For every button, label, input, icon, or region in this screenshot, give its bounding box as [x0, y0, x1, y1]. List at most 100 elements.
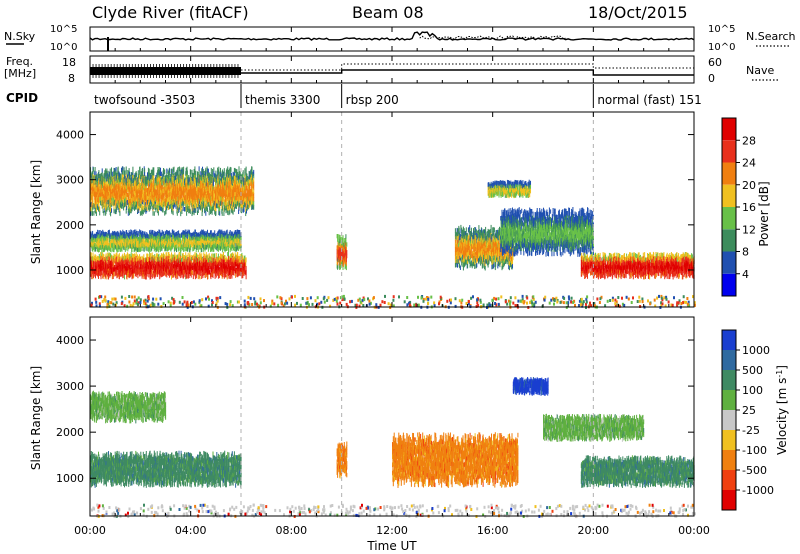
heatmap-cell [166, 272, 168, 278]
heatmap-cell [231, 273, 233, 279]
heatmap-cell [144, 274, 146, 280]
heatmap-cell [101, 252, 103, 257]
heatmap-cell [231, 253, 233, 258]
heatmap-cell [208, 266, 210, 271]
heatmap-cell [172, 258, 174, 263]
heatmap-cell [187, 231, 189, 236]
heatmap-cell [178, 252, 180, 257]
heatmap-cell [139, 211, 141, 216]
heatmap-cell [145, 246, 147, 251]
heatmap-cell [153, 236, 155, 241]
heatmap-cell [203, 266, 205, 272]
heatmap-cell [185, 240, 187, 245]
heatmap-cell [187, 257, 189, 262]
heatmap-cell [241, 252, 243, 258]
heatmap-cell [205, 252, 207, 257]
heatmap-cell [197, 240, 199, 246]
heatmap-cell [96, 271, 98, 276]
heatmap-cell [119, 230, 121, 235]
heatmap-cell [98, 170, 100, 175]
heatmap-cell [107, 234, 109, 239]
heatmap-cell [116, 269, 118, 274]
heatmap-cell [192, 266, 194, 271]
heatmap-cell [235, 262, 237, 267]
heatmap-cell [135, 264, 137, 269]
heatmap-cell [178, 233, 180, 238]
heatmap-cell [97, 232, 99, 238]
cpid-label: CPID [6, 91, 38, 105]
heatmap-cell [111, 208, 113, 213]
heatmap-cell [134, 253, 136, 258]
heatmap-cell [143, 247, 145, 252]
heatmap-cell [119, 272, 121, 277]
heatmap-cell [152, 255, 154, 260]
heatmap-cell [157, 272, 159, 277]
heatmap-cell [107, 238, 109, 243]
heatmap-cell [92, 252, 94, 257]
heatmap-cell [125, 170, 127, 175]
heatmap-cell [95, 211, 97, 216]
heatmap-cell [161, 229, 163, 235]
heatmap-cell [113, 231, 115, 236]
heatmap-cell [151, 269, 153, 275]
heatmap-cell [189, 204, 191, 210]
heatmap-cell [171, 271, 173, 276]
heatmap-cell [109, 234, 111, 240]
heatmap-cell [184, 207, 186, 212]
heatmap-cell [208, 253, 210, 258]
heatmap-cell [190, 245, 192, 251]
heatmap-cell [182, 252, 184, 258]
heatmap-cell [194, 229, 196, 235]
heatmap-cell [160, 171, 162, 177]
heatmap-cell [97, 229, 99, 235]
heatmap-cell [161, 268, 163, 273]
nave-label: Nave [746, 64, 774, 77]
heatmap-cell [243, 259, 245, 264]
heatmap-cell [230, 266, 232, 271]
nsky-left-tick-top: 10^5 [50, 24, 77, 35]
freq-switching-block [89, 64, 241, 78]
heatmap-cell [124, 271, 126, 276]
heatmap-cell [90, 235, 92, 240]
heatmap-cell [93, 261, 95, 266]
heatmap-cell [195, 170, 197, 176]
heatmap-cell [128, 230, 130, 235]
heatmap-cell [103, 261, 105, 267]
heatmap-cell [157, 207, 159, 212]
heatmap-cell [217, 253, 219, 259]
heatmap-cell [186, 170, 188, 176]
heatmap-cell [129, 264, 131, 270]
heatmap-cell [215, 268, 217, 273]
heatmap-cell [137, 273, 139, 279]
heatmap-cell [217, 271, 219, 276]
heatmap-cell [186, 229, 188, 235]
heatmap-cell [116, 207, 118, 213]
heatmap-cell [171, 256, 173, 261]
heatmap-cell [214, 265, 216, 270]
heatmap-cell [176, 255, 178, 260]
heatmap-cell [186, 269, 188, 275]
heatmap-cell [191, 242, 193, 248]
heatmap-cell [92, 230, 94, 236]
heatmap-cell [138, 265, 140, 271]
heatmap-cell [114, 271, 116, 277]
heatmap-cell [117, 254, 119, 260]
heatmap-cell [172, 273, 174, 278]
heatmap-cell [180, 246, 182, 252]
heatmap-cell [115, 257, 117, 263]
heatmap-cell [210, 260, 212, 266]
heatmap-cell [164, 169, 166, 175]
heatmap-cell [196, 245, 198, 250]
heatmap-cell [133, 265, 135, 270]
heatmap-cell [110, 260, 112, 265]
heatmap-cell [98, 268, 100, 274]
heatmap-cell [224, 259, 226, 265]
heatmap-cell [163, 231, 165, 237]
heatmap-cell [94, 237, 96, 242]
heatmap-cell [199, 271, 201, 276]
heatmap-cell [163, 191, 165, 196]
heatmap-cell [98, 271, 100, 276]
heatmap-cell [103, 247, 105, 253]
heatmap-cell [224, 248, 226, 253]
heatmap-cell [144, 231, 146, 236]
